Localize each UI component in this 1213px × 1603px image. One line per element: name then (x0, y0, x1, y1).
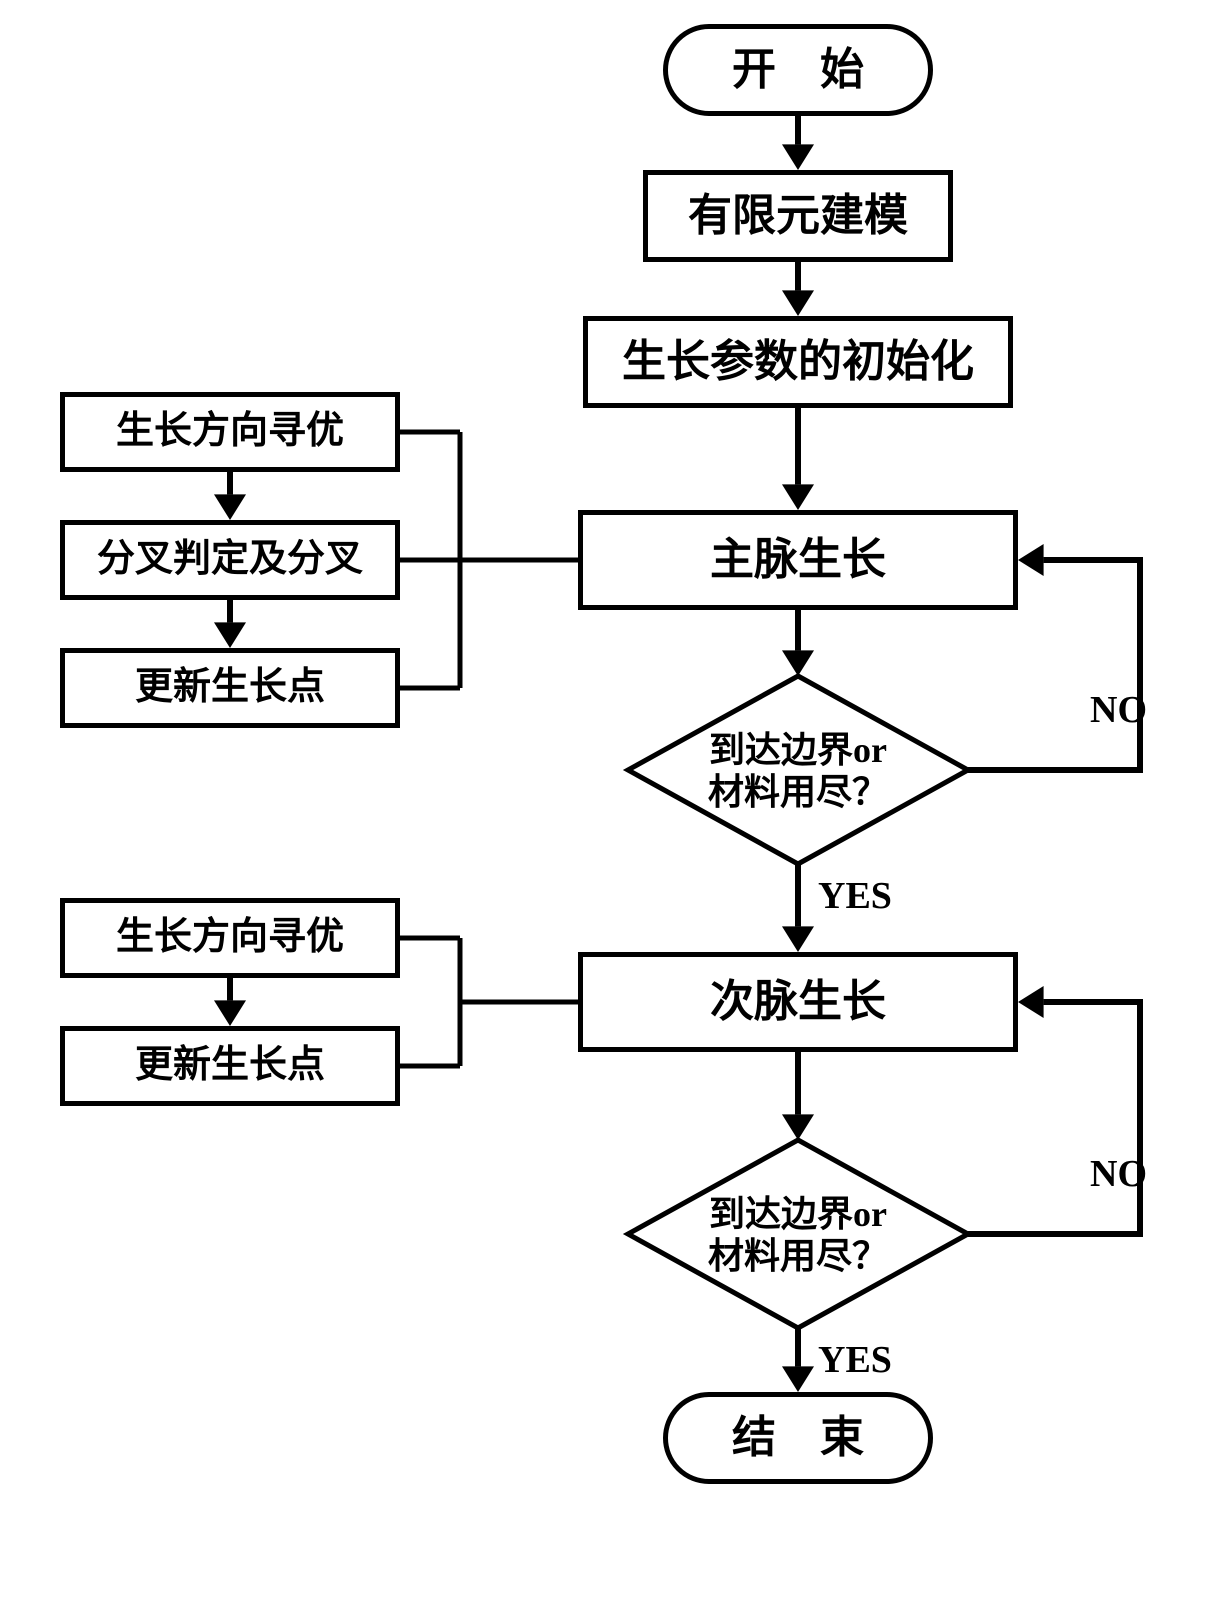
side2-update-node: 更新生长点 (60, 1026, 400, 1106)
end-node: 结 束 (663, 1392, 933, 1484)
init-node: 生长参数的初始化 (583, 316, 1013, 408)
side1-dir-node: 生长方向寻优 (60, 392, 400, 472)
svg-text:YES: YES (818, 1339, 892, 1381)
svg-text:到达边界or: 到达边界or (709, 1194, 887, 1234)
svg-text:NO: NO (1090, 1153, 1147, 1195)
svg-text:NO: NO (1090, 689, 1147, 731)
svg-text:YES: YES (818, 875, 892, 917)
sub-growth-node: 次脉生长 (578, 952, 1018, 1052)
decision-2 (628, 1140, 968, 1328)
svg-text:材料用尽？: 材料用尽？ (708, 1236, 888, 1276)
flowchart-canvas: 开 始有限元建模生长参数的初始化主脉生长次脉生长结 束 生长方向寻优分叉判定及分叉… (0, 0, 1213, 1603)
svg-text:到达边界or: 到达边界or (709, 730, 887, 770)
fem-node: 有限元建模 (643, 170, 953, 262)
start-node: 开 始 (663, 24, 933, 116)
main-growth-node: 主脉生长 (578, 510, 1018, 610)
side2-dir-node: 生长方向寻优 (60, 898, 400, 978)
decision-1 (628, 676, 968, 864)
side1-branch-node: 分叉判定及分叉 (60, 520, 400, 600)
side1-update-node: 更新生长点 (60, 648, 400, 728)
svg-text:材料用尽？: 材料用尽？ (708, 772, 888, 812)
